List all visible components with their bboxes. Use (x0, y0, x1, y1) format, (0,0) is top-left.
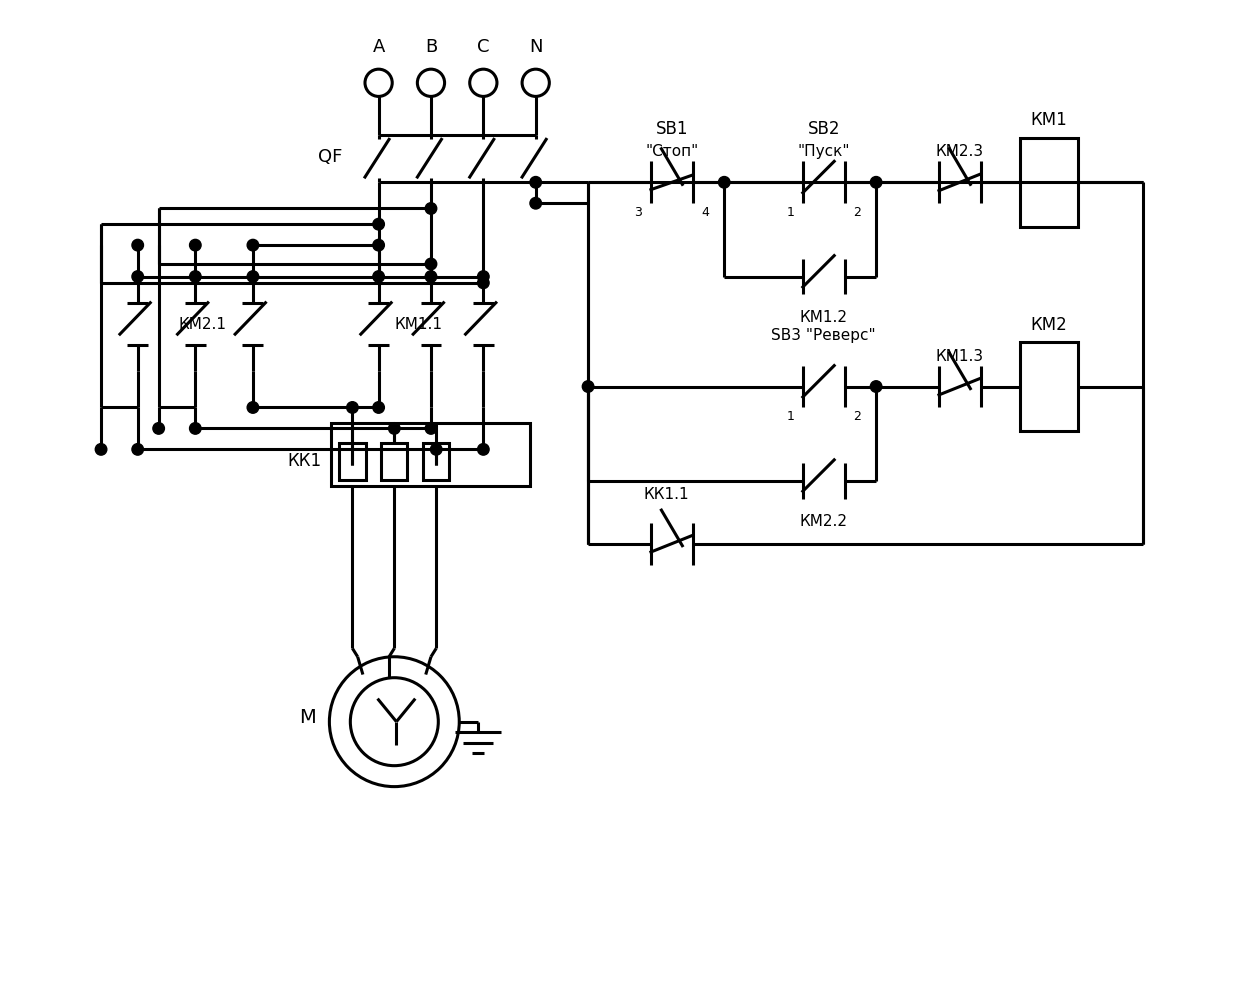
Circle shape (425, 423, 436, 434)
Text: C: C (477, 38, 489, 56)
Text: B: B (425, 38, 437, 56)
Text: N: N (529, 38, 543, 56)
Circle shape (870, 382, 882, 393)
Bar (1020, 343, 1078, 431)
Text: КК1.1: КК1.1 (644, 486, 689, 501)
Circle shape (373, 241, 384, 251)
Text: КК1: КК1 (287, 451, 321, 469)
Text: 2: 2 (854, 410, 861, 422)
Text: SB3 "Реверс": SB3 "Реверс" (772, 327, 876, 342)
Circle shape (190, 423, 201, 434)
Circle shape (190, 271, 201, 283)
Circle shape (477, 277, 489, 289)
Circle shape (131, 271, 144, 283)
Bar (422, 443, 450, 480)
Circle shape (190, 241, 201, 251)
Circle shape (373, 220, 384, 231)
Text: SB1: SB1 (655, 119, 688, 138)
Circle shape (719, 177, 730, 189)
Circle shape (247, 403, 259, 414)
Bar (332, 423, 530, 486)
Text: КМ1.3: КМ1.3 (935, 348, 984, 363)
Text: 2: 2 (854, 206, 861, 219)
Circle shape (425, 271, 436, 283)
Circle shape (389, 423, 400, 434)
Circle shape (425, 259, 436, 270)
Circle shape (247, 241, 259, 251)
Circle shape (152, 423, 165, 434)
Text: SB2: SB2 (808, 119, 840, 138)
Text: КМ2.3: КМ2.3 (935, 144, 984, 159)
Circle shape (430, 444, 442, 455)
Text: 4: 4 (701, 206, 709, 219)
Text: КМ2.2: КМ2.2 (799, 514, 847, 529)
Circle shape (347, 403, 358, 414)
Text: M: M (299, 708, 316, 727)
Text: КМ2: КМ2 (1031, 315, 1067, 333)
Text: КМ1.2: КМ1.2 (799, 309, 847, 324)
Text: QF: QF (317, 148, 342, 166)
Circle shape (530, 177, 541, 189)
Circle shape (131, 444, 144, 455)
Text: 3: 3 (634, 206, 642, 219)
Text: "Стоп": "Стоп" (646, 144, 699, 159)
Text: КМ1.1: КМ1.1 (394, 317, 442, 332)
Circle shape (530, 198, 541, 210)
Circle shape (131, 241, 144, 251)
Circle shape (477, 271, 489, 283)
Text: "Пуск": "Пуск" (798, 144, 850, 159)
Circle shape (95, 444, 107, 455)
Circle shape (870, 177, 882, 189)
Text: 1: 1 (787, 206, 794, 219)
Circle shape (582, 382, 593, 393)
Bar (1020, 138, 1078, 228)
Circle shape (477, 444, 489, 455)
Circle shape (373, 403, 384, 414)
Bar (382, 443, 408, 480)
Text: A: A (373, 38, 385, 56)
Bar (339, 443, 366, 480)
Text: 1: 1 (787, 410, 794, 422)
Circle shape (425, 204, 436, 215)
Circle shape (247, 271, 259, 283)
Circle shape (373, 271, 384, 283)
Text: КМ1: КМ1 (1031, 111, 1067, 129)
Text: КМ2.1: КМ2.1 (178, 317, 227, 332)
